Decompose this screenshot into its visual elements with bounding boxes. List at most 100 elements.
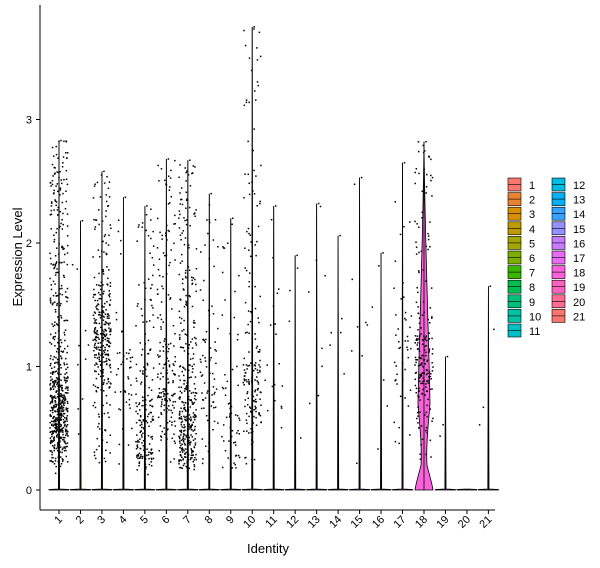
data-point [428, 156, 431, 158]
data-point [100, 389, 102, 391]
data-point [54, 311, 57, 313]
data-point [50, 430, 52, 433]
data-point [212, 428, 214, 431]
data-point [173, 364, 175, 367]
data-point [202, 458, 204, 460]
data-point [97, 352, 100, 354]
data-point [163, 427, 165, 429]
data-point [58, 325, 60, 327]
data-point [106, 337, 109, 339]
data-point [157, 394, 160, 397]
data-point [243, 430, 245, 433]
data-point [92, 404, 95, 407]
data-point [195, 433, 197, 435]
data-point [140, 434, 143, 436]
data-point [235, 454, 238, 457]
data-point [421, 392, 423, 395]
data-point [184, 219, 186, 222]
x-tick-label: 7 [181, 514, 194, 527]
data-point [66, 183, 69, 186]
data-point [255, 254, 257, 257]
data-point [94, 299, 96, 302]
data-point [65, 140, 67, 142]
data-point [187, 425, 189, 427]
data-point [182, 458, 184, 460]
data-point [64, 428, 67, 431]
data-point [194, 414, 196, 416]
data-point [49, 333, 52, 336]
data-point [52, 416, 55, 418]
data-point [61, 399, 64, 401]
data-point [139, 447, 142, 450]
data-point [173, 407, 175, 409]
data-point [95, 390, 97, 392]
data-point [51, 378, 53, 381]
data-point [62, 223, 64, 226]
data-point [180, 239, 182, 241]
data-point [173, 242, 175, 245]
data-point [65, 296, 67, 298]
data-point [183, 424, 185, 426]
data-point [120, 239, 122, 242]
data-point [193, 428, 196, 431]
data-point [59, 465, 62, 468]
data-point [124, 196, 127, 199]
data-point [138, 284, 140, 286]
data-point [183, 217, 185, 219]
data-point [56, 361, 59, 364]
data-point [330, 331, 332, 334]
data-point [103, 457, 106, 460]
data-point [63, 178, 65, 181]
data-point [246, 368, 248, 370]
data-point [205, 366, 208, 368]
data-point [404, 311, 407, 314]
data-point [188, 344, 191, 346]
data-point [317, 202, 320, 205]
data-point [67, 430, 69, 433]
data-point [54, 200, 57, 202]
data-point [55, 425, 57, 427]
data-point [93, 218, 95, 221]
data-point [257, 225, 260, 228]
data-point [150, 411, 153, 414]
data-point [139, 431, 142, 434]
data-point [150, 299, 152, 301]
data-point [63, 422, 65, 424]
data-point [59, 430, 62, 432]
data-point [422, 339, 424, 342]
data-point [207, 232, 209, 235]
data-point [108, 327, 110, 329]
data-point [254, 307, 257, 310]
data-point [208, 314, 211, 316]
data-point [64, 436, 66, 439]
data-point [194, 416, 197, 418]
data-point [104, 323, 107, 326]
data-point [423, 335, 425, 337]
data-point [60, 429, 63, 432]
data-point [237, 333, 239, 336]
data-point [49, 300, 52, 302]
data-point [178, 334, 181, 336]
data-point [107, 244, 110, 246]
data-point [180, 430, 182, 433]
data-point [95, 219, 98, 221]
data-point [276, 292, 279, 295]
data-point [106, 360, 108, 362]
data-point [420, 373, 423, 376]
data-point [54, 426, 56, 429]
x-tick-label: 16 [370, 514, 387, 531]
data-point [396, 383, 398, 385]
data-point [63, 425, 66, 427]
data-point [172, 324, 175, 327]
data-point [98, 272, 100, 275]
data-point [188, 414, 191, 416]
data-point [214, 348, 216, 351]
data-point [96, 329, 98, 332]
data-point [425, 280, 427, 282]
data-point [195, 344, 198, 346]
data-point [145, 229, 147, 232]
data-point [143, 396, 146, 399]
data-point [156, 376, 159, 378]
data-point [51, 183, 54, 186]
